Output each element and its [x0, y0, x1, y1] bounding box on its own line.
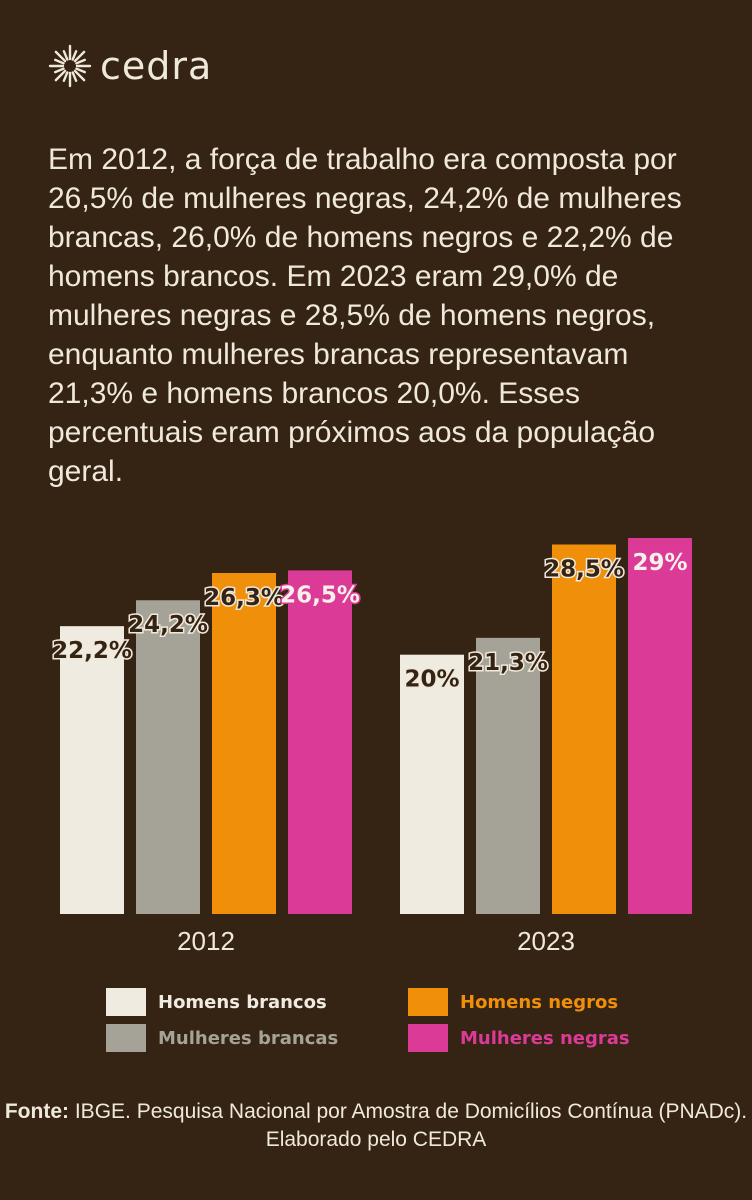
- data-label: 24,2%: [128, 612, 208, 638]
- legend-label: Homens negros: [460, 991, 619, 1013]
- sunburst-icon: [48, 44, 92, 88]
- legend-item-homens-brancos: Homens brancos: [106, 988, 327, 1016]
- legend-swatch: [106, 1024, 146, 1052]
- bar-chart: 22,2%24,2%26,3%26,5% 2012 20% 21,3% 28,5% 29%…: [51, 538, 692, 956]
- source-label: Fonte:: [4, 1100, 70, 1123]
- sun-ray: [54, 69, 67, 82]
- legend-label: Mulheres brancas: [158, 1027, 339, 1049]
- legend-label: Homens brancos: [158, 991, 327, 1013]
- bar-mulheres-negras-2012: [288, 570, 352, 914]
- bar-mulheres-brancas-2023: [476, 637, 540, 914]
- brand-name: cedra: [100, 44, 213, 88]
- data-label: 26,5%: [280, 582, 360, 608]
- sun-ray: [71, 71, 78, 82]
- sun-ray: [75, 67, 86, 74]
- legend-label: Mulheres negras: [460, 1027, 630, 1049]
- x-tick-label: 2023: [517, 926, 575, 956]
- legend-swatch: [106, 988, 146, 1016]
- sun-ray: [71, 50, 78, 61]
- legend-swatch: [408, 988, 448, 1016]
- data-label: 26,3%: [204, 585, 284, 611]
- legend-item-homens-negros: Homens negros: [408, 988, 618, 1016]
- bar-mulheres-brancas-2012: [136, 600, 200, 914]
- bar-mulheres-negras-2023: [628, 538, 692, 914]
- sun-ray: [62, 71, 69, 82]
- sun-ray: [54, 58, 65, 65]
- legend: Homens brancos Mulheres brancas Homens n…: [106, 988, 666, 1058]
- data-label: 20%: [404, 667, 459, 693]
- legend-item-mulheres-brancas: Mulheres brancas: [106, 1024, 338, 1052]
- bar-homens-negros-2012: [212, 573, 276, 914]
- x-tick-label: 2012: [177, 926, 235, 956]
- brand-logo: cedra: [48, 44, 212, 88]
- legend-item-mulheres-negras: Mulheres negras: [408, 1024, 630, 1052]
- bar-homens-brancos-2023: [400, 654, 464, 914]
- sun-ray: [73, 69, 86, 82]
- data-label: 21,3%: [468, 650, 548, 676]
- sun-ray: [75, 58, 86, 65]
- source-text: IBGE. Pesquisa Nacional por Amostra de D…: [69, 1100, 748, 1151]
- source-note: Fonte: IBGE. Pesquisa Nacional por Amost…: [0, 1098, 752, 1154]
- bar-homens-negros-2023: [552, 544, 616, 914]
- sun-ray: [73, 50, 86, 63]
- legend-swatch: [408, 1024, 448, 1052]
- data-label: 29%: [632, 550, 687, 576]
- sun-ray: [54, 67, 65, 74]
- data-label: 28,5%: [544, 556, 624, 582]
- sun-ray: [54, 50, 67, 63]
- sun-ray: [62, 50, 69, 61]
- data-label: 22,2%: [52, 638, 132, 664]
- intro-paragraph: Em 2012, a força de trabalho era compost…: [48, 143, 682, 488]
- bar-homens-brancos-2012: [60, 626, 124, 914]
